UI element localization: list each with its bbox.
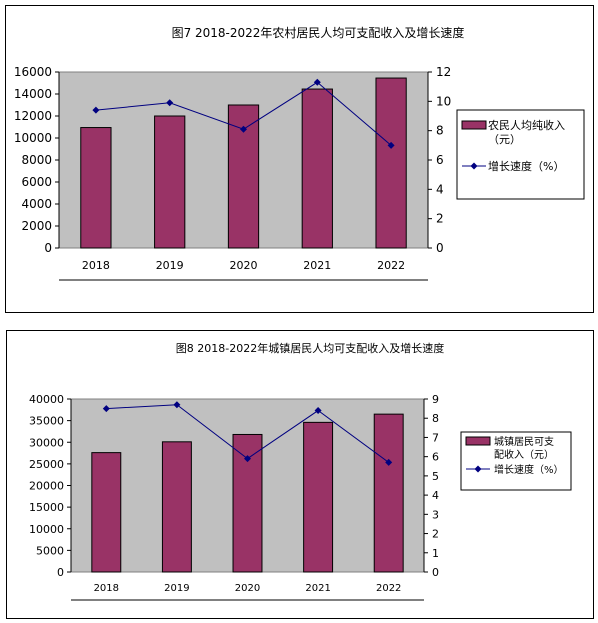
chart-8-growth-point-2020 (244, 455, 251, 463)
chart-7-x-label-2020: 2020 (230, 259, 258, 272)
chart-8-left-tick-label: 20000 (29, 480, 64, 493)
chart-7-growth-point-2019 (166, 99, 174, 107)
chart-7-bar-2021 (301, 88, 333, 249)
chart-7-growth-point-2022 (387, 141, 395, 149)
chart-7-left-tick-label: 0 (44, 241, 52, 255)
chart-7-legend-bar-label: （元） (488, 133, 521, 146)
chart-7-right-tick-label: 8 (436, 124, 444, 138)
chart-7-bar-2022 (375, 77, 407, 249)
chart-7-legend-bar-swatch (461, 120, 487, 130)
chart-8-left-tick-label: 25000 (29, 458, 64, 471)
chart-7-x-label-2022: 2022 (377, 259, 405, 272)
chart-8-growth-point-2019 (173, 401, 181, 409)
chart-8-title: 图8 2018-2022年城镇居民人均可支配收入及增长速度 (176, 341, 444, 355)
chart-7-left-tick-label: 8000 (21, 153, 52, 167)
chart-7-left-tick-label: 2000 (21, 219, 52, 233)
chart-7-growth-point-2020 (240, 125, 247, 133)
chart-7-legend-line-label: 增长速度（%） (488, 159, 564, 173)
chart-8-legend-line-marker (474, 465, 482, 473)
chart-7-bar-2018 (80, 127, 112, 249)
chart-8-x-label-2018: 2018 (94, 583, 119, 594)
chart-7-x-label-2019: 2019 (156, 259, 184, 272)
chart-7-legend-bar-label: 农民人均纯收入 (488, 118, 565, 132)
chart-8-left-tick-label: 15000 (29, 501, 64, 514)
chart-8-right-tick-label: 9 (432, 393, 439, 406)
chart-8-left-tick-label: 10000 (29, 523, 64, 536)
chart-8-x-label-2020: 2020 (235, 583, 260, 594)
chart-8-right-tick-label: 6 (432, 451, 439, 464)
chart-8-legend-bar-label: 城镇居民可支 (494, 435, 554, 448)
chart-8-legend-bar-label: 配收入（元） (494, 448, 554, 461)
chart-8-left-tick-label: 0 (57, 566, 64, 579)
chart-8-left-tick-label: 35000 (29, 415, 64, 428)
chart-8-right-tick-label: 0 (432, 566, 439, 579)
chart-7-x-label-2018: 2018 (82, 259, 110, 272)
chart-8-left-tick-label: 5000 (36, 544, 64, 557)
chart-7-right-tick-label: 4 (436, 182, 444, 196)
chart-7-right-tick-label: 10 (436, 94, 451, 108)
chart-7-growth-point-2021 (313, 78, 321, 86)
chart-7-title: 图7 2018-2022年农村居民人均可支配收入及增长速度 (172, 25, 465, 40)
chart-8-right-tick-label: 2 (432, 528, 439, 541)
chart-7-right-tick-label: 2 (436, 212, 444, 226)
chart-7-left-tick-label: 6000 (21, 175, 52, 189)
chart-8-right-tick-label: 3 (432, 508, 439, 521)
chart-8-left-tick-label: 40000 (29, 393, 64, 406)
chart-8-right-tick-label: 1 (432, 547, 439, 560)
chart-8-right-tick-label: 8 (432, 412, 439, 425)
chart-8-growth-point-2022 (385, 458, 393, 466)
chart-7-left-tick-label: 10000 (14, 131, 52, 145)
chart-7-left-tick-label: 4000 (21, 197, 52, 211)
chart-8-x-label-2019: 2019 (164, 583, 189, 594)
chart-8-bar-2018 (91, 452, 122, 573)
chart-8-right-tick-label: 7 (432, 431, 439, 444)
chart-7-x-label-2021: 2021 (303, 259, 331, 272)
chart-8-left-tick-label: 30000 (29, 436, 64, 449)
chart-8-bar-2022 (373, 413, 404, 573)
chart-7-left-tick-label: 14000 (14, 87, 52, 101)
chart-8-bar-2019 (161, 441, 192, 573)
chart-8-right-tick-label: 5 (432, 470, 439, 483)
chart-8-legend-bar-swatch (465, 436, 491, 446)
chart-7-right-tick-label: 12 (436, 65, 451, 79)
chart-7-left-tick-label: 12000 (14, 109, 52, 123)
chart-8-legend-line-label: 增长速度（%） (494, 463, 564, 476)
chart-8-bar-2021 (303, 421, 334, 573)
chart-7-bar-2019 (154, 115, 186, 249)
chart-7-right-tick-label: 0 (436, 241, 444, 255)
chart-8-x-label-2021: 2021 (305, 583, 330, 594)
chart-7-left-tick-label: 16000 (14, 65, 52, 79)
chart-7-legend-line-marker (470, 162, 478, 170)
chart-8-growth-point-2018 (102, 405, 110, 413)
chart-8-right-tick-label: 4 (432, 489, 439, 502)
chart-7-growth-point-2018 (92, 106, 100, 114)
chart-7-bar-2020 (227, 104, 260, 249)
chart-7-right-tick-label: 6 (436, 153, 444, 167)
chart-8-growth-point-2021 (314, 407, 322, 415)
chart-8-x-label-2022: 2022 (376, 583, 401, 594)
